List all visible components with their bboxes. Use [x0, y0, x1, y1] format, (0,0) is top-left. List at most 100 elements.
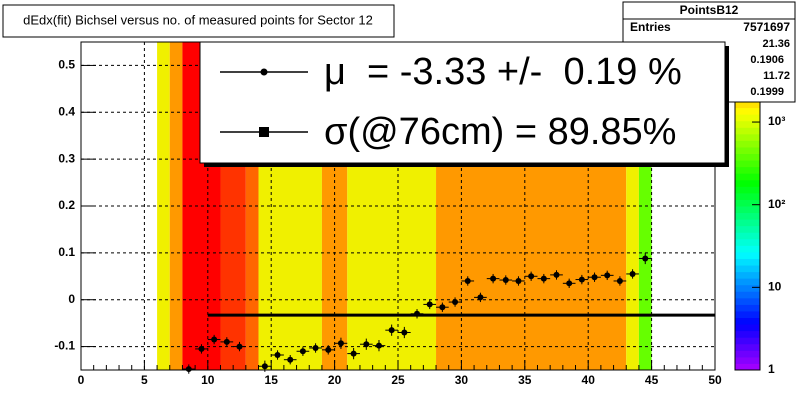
- stats-value: 7571697: [743, 20, 790, 34]
- x-tick-label: 5: [141, 373, 148, 387]
- marker: [325, 346, 332, 353]
- palette-cell: [735, 304, 760, 312]
- z-tick-label: 10²: [768, 197, 785, 211]
- y-tick-label: 0: [68, 292, 75, 306]
- marker: [223, 338, 230, 345]
- profile-point: [220, 337, 234, 347]
- profile-point: [613, 276, 627, 286]
- chart-title: dEdx(fit) Bichsel versus no. of measured…: [23, 12, 373, 27]
- x-tick-label: 20: [328, 373, 342, 387]
- marker: [198, 345, 205, 352]
- palette-cell: [735, 120, 760, 128]
- marker: [414, 310, 421, 317]
- palette-cell: [735, 251, 760, 259]
- marker: [401, 329, 408, 336]
- stats-value: 0.1906: [750, 54, 784, 66]
- palette-cell: [735, 140, 760, 148]
- profile-point: [423, 299, 437, 310]
- marker: [464, 277, 471, 284]
- marker: [439, 304, 446, 311]
- palette-cell: [735, 146, 760, 155]
- stats-title: PointsB12: [680, 3, 739, 17]
- palette-cell: [735, 186, 760, 194]
- palette-cell: [735, 219, 760, 227]
- marker: [287, 356, 294, 363]
- profile-point: [448, 297, 462, 307]
- palette-cell: [735, 265, 760, 273]
- palette-cell: [735, 107, 760, 115]
- marker: [274, 352, 281, 359]
- profile-point: [638, 252, 652, 265]
- x-tick-label: 10: [201, 373, 215, 387]
- palette-cell: [735, 192, 760, 200]
- profile-point: [321, 345, 335, 355]
- marker: [337, 340, 344, 347]
- marker: [350, 350, 357, 357]
- palette-cell: [735, 284, 760, 292]
- marker: [629, 270, 636, 277]
- y-tick-label: 0.1: [58, 245, 75, 259]
- profile-point: [550, 270, 563, 280]
- palette-cell: [735, 101, 760, 109]
- profile-point: [499, 275, 513, 285]
- stats-label: Entries: [630, 20, 671, 34]
- palette-cell: [735, 356, 760, 364]
- palette-cell: [735, 258, 760, 266]
- profile-point: [474, 292, 487, 303]
- palette-cell: [735, 343, 760, 351]
- profile-point: [233, 341, 246, 352]
- marker: [375, 342, 382, 349]
- palette-cell: [735, 363, 760, 371]
- palette-cell: [735, 278, 760, 286]
- heatmap-column: [157, 42, 170, 370]
- palette-cell: [735, 127, 760, 135]
- legend-label: μ = -3.33 +/- 0.19 %: [324, 51, 682, 93]
- x-tick-label: 50: [708, 373, 722, 387]
- marker: [452, 299, 459, 306]
- palette-cell: [735, 133, 760, 141]
- z-tick-label: 10: [768, 280, 782, 294]
- palette-cell: [735, 232, 760, 240]
- marker: [299, 348, 306, 355]
- profile-point: [195, 344, 208, 354]
- profile-point: [562, 278, 576, 288]
- profile-point: [588, 272, 601, 282]
- y-tick-label: 0.4: [58, 104, 75, 118]
- profile-point: [398, 326, 411, 339]
- palette-cell: [735, 324, 760, 332]
- x-tick-label: 35: [518, 373, 532, 387]
- x-tick-label: 30: [455, 373, 469, 387]
- profile-point: [359, 338, 373, 350]
- profile-point: [207, 334, 221, 345]
- profile-point: [512, 276, 525, 286]
- profile-point: [575, 274, 589, 285]
- marker: [261, 363, 268, 370]
- legend-marker: [260, 68, 268, 76]
- profile-point: [486, 273, 500, 284]
- profile-point: [524, 271, 538, 281]
- marker: [477, 294, 484, 301]
- marker: [211, 336, 218, 343]
- palette-cell: [735, 153, 760, 161]
- profile-point: [309, 343, 322, 353]
- profile-point: [626, 269, 639, 279]
- palette-cell: [735, 166, 760, 174]
- marker: [642, 255, 649, 262]
- marker: [566, 280, 573, 287]
- palette-cell: [735, 173, 760, 181]
- stats-value: 21.36: [762, 38, 790, 50]
- profile-point: [334, 337, 348, 349]
- profile-point: [271, 350, 284, 360]
- stats-value: 0.1999: [750, 86, 784, 98]
- title-box: [2, 4, 395, 38]
- marker: [515, 277, 522, 284]
- palette-cell: [735, 179, 760, 187]
- z-tick-label: 1: [768, 362, 775, 376]
- profile-point: [182, 364, 196, 374]
- palette-cell: [735, 317, 760, 325]
- palette-cell: [735, 212, 760, 220]
- x-tick-label: 25: [391, 373, 405, 387]
- palette-cell: [735, 199, 760, 207]
- palette-cell: [735, 206, 760, 214]
